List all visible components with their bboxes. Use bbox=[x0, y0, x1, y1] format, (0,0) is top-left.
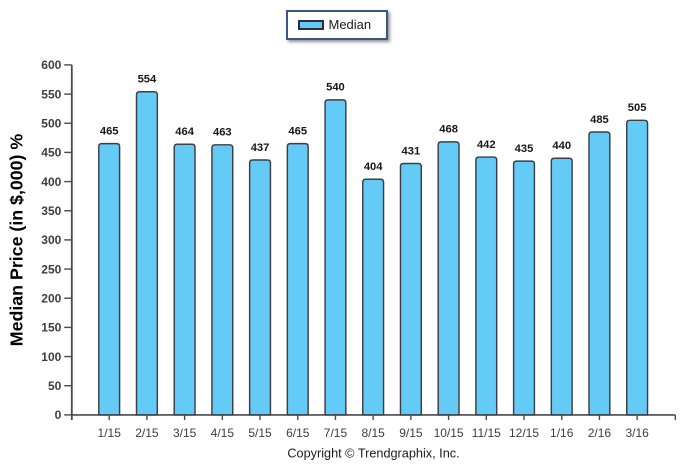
svg-text:50: 50 bbox=[48, 379, 62, 393]
svg-text:440: 440 bbox=[552, 140, 571, 152]
svg-text:437: 437 bbox=[251, 142, 270, 154]
svg-text:250: 250 bbox=[41, 262, 61, 276]
svg-text:7/15: 7/15 bbox=[324, 426, 348, 440]
svg-text:11/15: 11/15 bbox=[472, 426, 501, 440]
svg-text:100: 100 bbox=[41, 350, 61, 364]
svg-text:431: 431 bbox=[402, 145, 421, 157]
svg-text:465: 465 bbox=[100, 125, 119, 137]
svg-text:350: 350 bbox=[41, 204, 61, 218]
svg-text:500: 500 bbox=[41, 117, 61, 131]
svg-text:2/16: 2/16 bbox=[588, 426, 612, 440]
svg-text:465: 465 bbox=[288, 125, 307, 137]
svg-text:12/15: 12/15 bbox=[509, 426, 539, 440]
svg-text:435: 435 bbox=[515, 143, 534, 155]
svg-text:404: 404 bbox=[364, 161, 383, 173]
svg-text:400: 400 bbox=[41, 175, 61, 189]
svg-text:Median Price (in $,000) %: Median Price (in $,000) % bbox=[7, 134, 27, 347]
svg-text:505: 505 bbox=[628, 102, 647, 114]
svg-text:300: 300 bbox=[41, 233, 61, 247]
svg-text:540: 540 bbox=[326, 82, 345, 94]
svg-text:2/15: 2/15 bbox=[135, 426, 159, 440]
svg-text:464: 464 bbox=[175, 126, 194, 138]
svg-text:600: 600 bbox=[41, 58, 61, 72]
svg-text:Copyright © Trendgraphix, Inc.: Copyright © Trendgraphix, Inc. bbox=[287, 447, 459, 461]
svg-text:4/15: 4/15 bbox=[211, 426, 235, 440]
svg-text:550: 550 bbox=[41, 87, 61, 101]
svg-text:3/16: 3/16 bbox=[625, 426, 649, 440]
svg-text:450: 450 bbox=[41, 146, 61, 160]
svg-text:200: 200 bbox=[41, 292, 61, 306]
svg-text:6/15: 6/15 bbox=[286, 426, 310, 440]
svg-text:3/15: 3/15 bbox=[173, 426, 197, 440]
svg-text:1/16: 1/16 bbox=[550, 426, 574, 440]
svg-text:8/15: 8/15 bbox=[361, 426, 385, 440]
svg-text:1/15: 1/15 bbox=[98, 426, 122, 440]
svg-text:9/15: 9/15 bbox=[399, 426, 423, 440]
svg-text:442: 442 bbox=[477, 139, 496, 151]
svg-text:463: 463 bbox=[213, 127, 232, 139]
svg-text:5/15: 5/15 bbox=[248, 426, 272, 440]
svg-text:485: 485 bbox=[590, 114, 609, 126]
svg-text:554: 554 bbox=[138, 74, 157, 86]
svg-text:10/15: 10/15 bbox=[434, 426, 464, 440]
svg-text:468: 468 bbox=[439, 124, 458, 136]
svg-text:0: 0 bbox=[55, 408, 62, 422]
svg-text:150: 150 bbox=[41, 321, 61, 335]
